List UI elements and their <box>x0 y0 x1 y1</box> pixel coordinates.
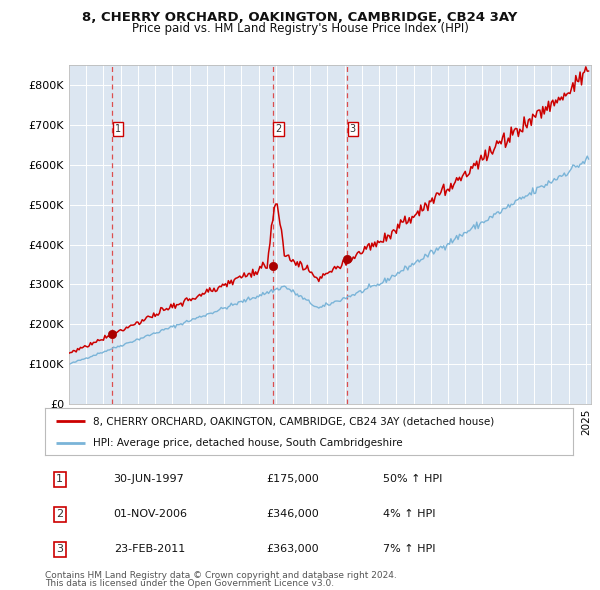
Text: 01-NOV-2006: 01-NOV-2006 <box>113 509 188 519</box>
Text: Price paid vs. HM Land Registry's House Price Index (HPI): Price paid vs. HM Land Registry's House … <box>131 22 469 35</box>
Text: 4% ↑ HPI: 4% ↑ HPI <box>383 509 436 519</box>
Text: 1: 1 <box>115 124 121 134</box>
Text: £175,000: £175,000 <box>267 474 320 484</box>
Text: 23-FEB-2011: 23-FEB-2011 <box>113 545 185 555</box>
Text: 1: 1 <box>56 474 63 484</box>
Text: £363,000: £363,000 <box>267 545 319 555</box>
Text: 2: 2 <box>275 124 281 134</box>
Text: 30-JUN-1997: 30-JUN-1997 <box>113 474 184 484</box>
Text: 2: 2 <box>56 509 64 519</box>
Text: 7% ↑ HPI: 7% ↑ HPI <box>383 545 436 555</box>
Text: 3: 3 <box>56 545 63 555</box>
Text: £346,000: £346,000 <box>267 509 320 519</box>
Text: This data is licensed under the Open Government Licence v3.0.: This data is licensed under the Open Gov… <box>45 579 334 588</box>
Text: 50% ↑ HPI: 50% ↑ HPI <box>383 474 442 484</box>
Text: 8, CHERRY ORCHARD, OAKINGTON, CAMBRIDGE, CB24 3AY: 8, CHERRY ORCHARD, OAKINGTON, CAMBRIDGE,… <box>82 11 518 24</box>
Text: Contains HM Land Registry data © Crown copyright and database right 2024.: Contains HM Land Registry data © Crown c… <box>45 571 397 579</box>
Text: 3: 3 <box>350 124 356 134</box>
Text: 8, CHERRY ORCHARD, OAKINGTON, CAMBRIDGE, CB24 3AY (detached house): 8, CHERRY ORCHARD, OAKINGTON, CAMBRIDGE,… <box>92 416 494 426</box>
Text: HPI: Average price, detached house, South Cambridgeshire: HPI: Average price, detached house, Sout… <box>92 438 402 448</box>
